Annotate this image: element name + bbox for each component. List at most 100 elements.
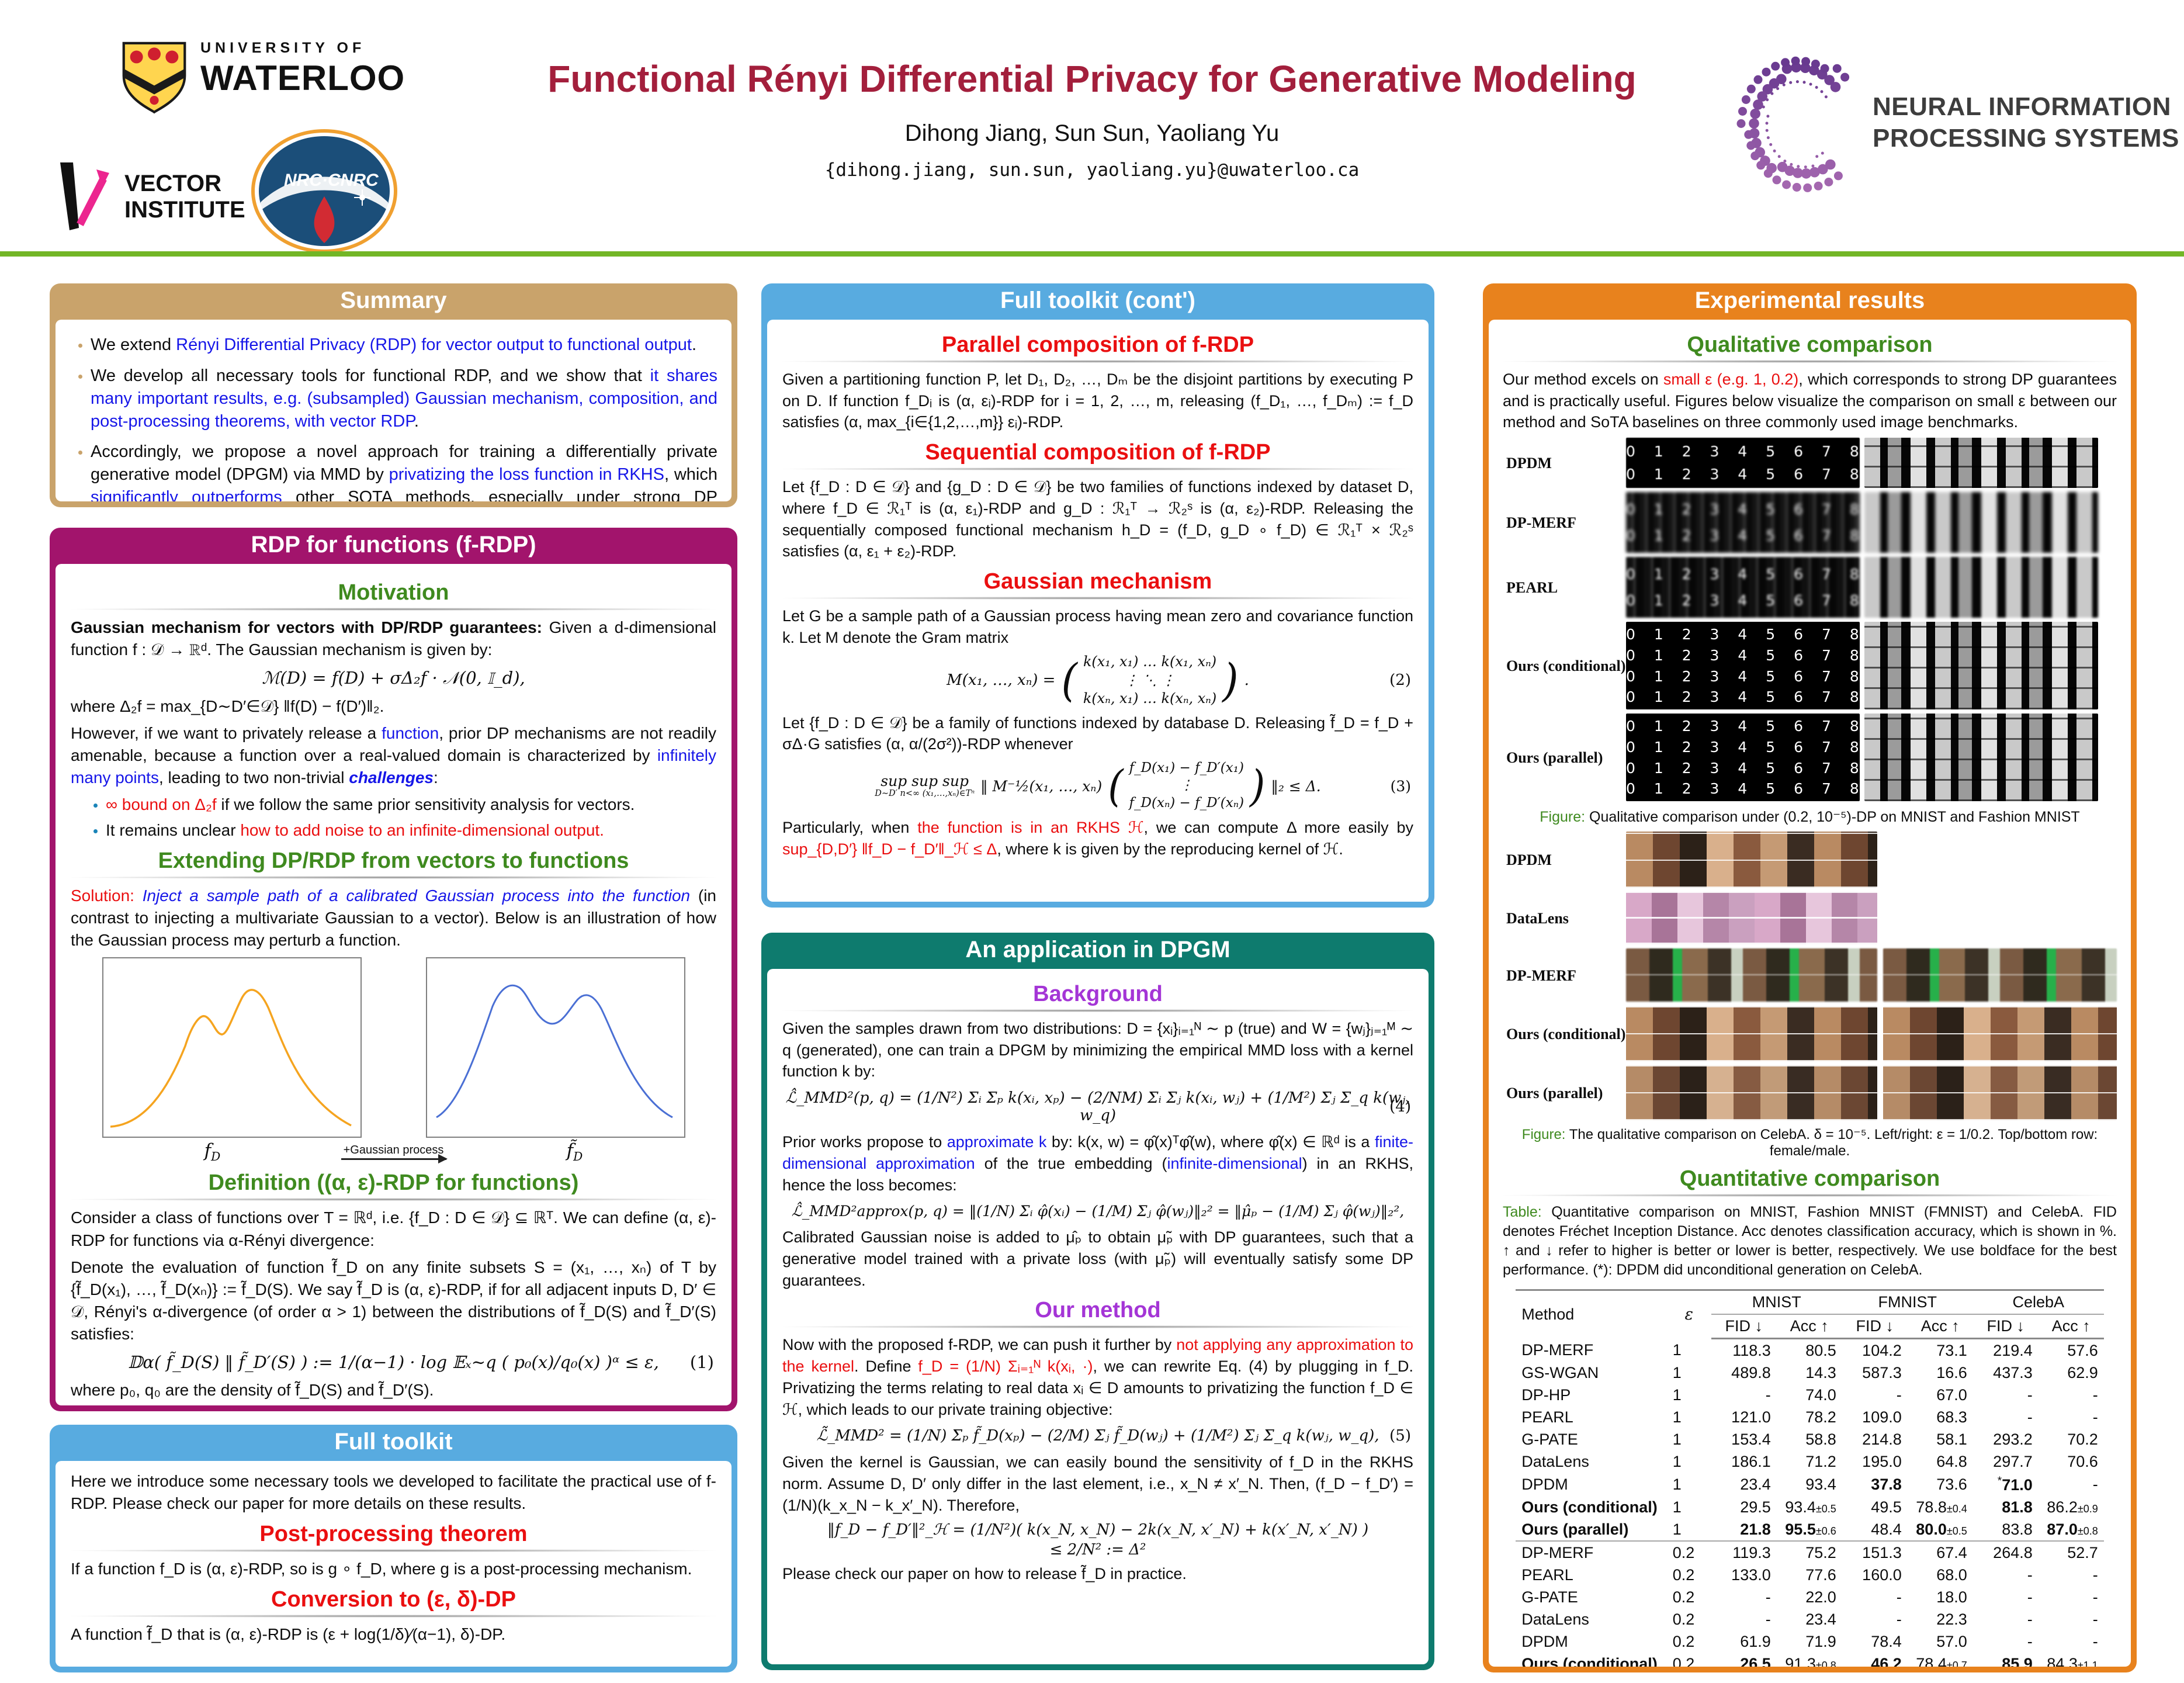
figure-row-label: PEARL bbox=[1506, 579, 1558, 596]
toolkit-intro: Here we introduce some necessary tools w… bbox=[71, 1472, 716, 1513]
toolkit-cont-content: Parallel composition of f-RDP Given a pa… bbox=[767, 320, 1429, 902]
poster-authors: Dihong Jiang, Sun Sun, Yaoliang Yu bbox=[904, 120, 1280, 146]
renyi-divergence-equation: 𝔻α( f̃_D(S) ‖ f̃_D′(S) ) := 1/(α−1) · lo… bbox=[128, 1352, 714, 1372]
summary-item: We extend Rényi Differential Privacy (RD… bbox=[91, 334, 717, 356]
toolkit-header: Full toolkit bbox=[334, 1428, 453, 1455]
gp-arrow-label: +Gaussian process bbox=[343, 1144, 444, 1157]
sensitivity-text: Given the kernel is Gaussian, we can eas… bbox=[782, 1453, 1413, 1514]
fd-panel bbox=[102, 957, 362, 1138]
celeba-panel bbox=[1883, 948, 2117, 1003]
experimental-box: Experimental results Qualitative compari… bbox=[1483, 283, 2137, 1672]
nrc-logo: NRC·CNRC bbox=[250, 127, 399, 258]
right-paren: ) bbox=[1250, 760, 1266, 811]
section-rule bbox=[782, 1325, 1413, 1329]
uw-line1: UNIVERSITY OF bbox=[200, 40, 366, 56]
motivation-paragraph: Gaussian mechanism for vectors with DP/R… bbox=[71, 618, 717, 659]
figure-row: Ours (conditional) bbox=[1503, 1006, 2117, 1062]
mnist-panel: 0 1 2 3 4 5 6 7 8 90 1 2 3 4 5 6 7 8 9 bbox=[1626, 557, 1860, 618]
nrc-logo-icon: NRC·CNRC bbox=[251, 129, 397, 253]
frdp-header: RDP for functions (f-RDP) bbox=[251, 531, 536, 557]
figure-row-label: DP-MERF bbox=[1506, 967, 1576, 984]
frdp-content: Motivation Gaussian mechanism for vector… bbox=[56, 564, 732, 1405]
celeba-figure: DPDM DataLens DP-MERF Ours (conditional) bbox=[1503, 832, 2117, 1159]
dpgm-content: Background Given the samples drawn from … bbox=[767, 969, 1429, 1664]
figure-row: DP-MERF bbox=[1503, 948, 2117, 1003]
fdtilde-panel bbox=[425, 957, 685, 1138]
summary-item: Accordingly, we propose a novel approach… bbox=[91, 441, 717, 501]
vector-line1: VECTOR bbox=[124, 171, 221, 197]
parallel-title: Parallel composition of f-RDP bbox=[941, 333, 1254, 357]
rkhs-note: Particularly, when the function is in an… bbox=[782, 818, 1413, 858]
celeba-panel bbox=[1626, 832, 1877, 888]
vector-line2: INSTITUTE bbox=[124, 197, 245, 223]
density-note: where p₀, q₀ are the density of f̃_D(S) … bbox=[71, 1380, 434, 1399]
neurips-logo-text: NEURAL INFORMATION PROCESSING SYSTEMS bbox=[1873, 91, 2179, 154]
neurips-swirl-icon bbox=[1736, 56, 1850, 192]
title-block: Functional Rényi Differential Privacy fo… bbox=[479, 57, 1705, 181]
sensitivity-bound-equation: ‖f_D − f_D′‖²_ℋ = (1/N²)( k(x_N, x_N) − … bbox=[827, 1521, 1369, 1539]
mnist-panel: 0 1 2 3 4 5 6 7 8 90 1 2 3 4 5 6 7 8 90 … bbox=[1626, 714, 1860, 802]
figure-row: PEARL 0 1 2 3 4 5 6 7 8 90 1 2 3 4 5 6 7… bbox=[1503, 557, 2117, 618]
mnist-panel: 0 1 2 3 4 5 6 7 8 90 1 2 3 4 5 6 7 8 9 bbox=[1626, 438, 1860, 489]
neurips-line1: NEURAL INFORMATION bbox=[1873, 92, 2171, 122]
experimental-header: Experimental results bbox=[1694, 287, 1925, 313]
fmnist-panel bbox=[1864, 438, 2098, 489]
qualitative-text: Our method excels on small ε (e.g. 1, 0.… bbox=[1503, 370, 2117, 431]
celeba-panel bbox=[1883, 1006, 2117, 1062]
gp-figure bbox=[71, 957, 716, 1138]
quantitative-title: Quantitative comparison bbox=[1679, 1166, 1940, 1192]
sequential-text: Let {f_D : D ∈ 𝒟} and {g_D : D ∈ 𝒟} be t… bbox=[782, 478, 1413, 560]
background-title: Background bbox=[1033, 982, 1163, 1006]
results-table: Method ε MNIST FMNIST CelebA FID ↓ Acc ↑ FID ↓ A… bbox=[1516, 1289, 2104, 1667]
toolkit-cont-box: Full toolkit (cont') Parallel compositio… bbox=[761, 283, 1434, 908]
section-rule bbox=[782, 597, 1413, 600]
conversion-text: A function f̃_D that is (α, ε)-RDP is (ε… bbox=[71, 1625, 506, 1644]
section-rule bbox=[71, 608, 716, 611]
green-divider bbox=[0, 251, 2184, 257]
vector-logo-text: VECTOR INSTITUTE bbox=[124, 171, 245, 223]
vector-logo-icon bbox=[60, 162, 109, 230]
mnist-panel: 0 1 2 3 4 5 6 7 8 90 1 2 3 4 5 6 7 8 9 bbox=[1626, 492, 1860, 553]
figure-row-label: Ours (conditional) bbox=[1506, 1025, 1626, 1043]
fdtilde-curve bbox=[435, 985, 673, 1118]
mnist-figure: DPDM 0 1 2 3 4 5 6 7 8 90 1 2 3 4 5 6 7 … bbox=[1503, 438, 2117, 826]
toolkit-content: Here we introduce some necessary tools w… bbox=[56, 1461, 732, 1667]
fmnist-panel bbox=[1864, 557, 2098, 618]
sensitivity-line: where Δ₂f = max_{D∼D′∈𝒟} ‖f(D) − f(D′)‖₂… bbox=[71, 697, 384, 716]
figure-row: Ours (parallel) bbox=[1503, 1065, 2117, 1121]
summary-list: We extend Rényi Differential Privacy (RD… bbox=[91, 334, 717, 501]
celeba-panel bbox=[1626, 1006, 1877, 1062]
challenge-item: It remains unclear how to add noise to a… bbox=[106, 819, 716, 842]
left-paren: ( bbox=[1061, 653, 1077, 707]
section-rule bbox=[782, 360, 1413, 363]
gp-arrow: +Gaussian process bbox=[341, 1144, 448, 1164]
summary-header: Summary bbox=[340, 287, 447, 313]
dpgm-header: An application in DPGM bbox=[965, 936, 1230, 962]
section-rule bbox=[71, 1198, 716, 1201]
definition-paragraph: Denote the evaluation of function f̃_D o… bbox=[71, 1258, 716, 1343]
nrc-logo-text: NRC·CNRC bbox=[284, 171, 379, 190]
celeba-panel bbox=[1883, 1065, 2117, 1121]
experimental-content: Qualitative comparison Our method excels… bbox=[1489, 320, 2131, 1667]
neurips-line2: PROCESSING SYSTEMS bbox=[1873, 124, 2179, 153]
gp-figure-labels: fD +Gaussian process f̃D bbox=[71, 1140, 716, 1163]
gaussian-mechanism-equation: ℳ(D) = f(D) + σΔ₂f · 𝒩(0, 𝕀_d), bbox=[262, 668, 525, 688]
celeba-panel bbox=[1626, 1065, 1877, 1121]
noise-text: Calibrated Gaussian noise is added to μ̂… bbox=[782, 1228, 1413, 1289]
celeba-panel bbox=[1626, 948, 1877, 1003]
section-rule bbox=[71, 1615, 716, 1618]
left-paren: ( bbox=[1108, 760, 1124, 811]
figure-row: DPDM 0 1 2 3 4 5 6 7 8 90 1 2 3 4 5 6 7 … bbox=[1503, 438, 2117, 489]
celeba-panel bbox=[1626, 892, 1877, 945]
fmnist-panel bbox=[1864, 622, 2098, 710]
figure-row: DP-MERF 0 1 2 3 4 5 6 7 8 90 1 2 3 4 5 6… bbox=[1503, 492, 2117, 553]
poster-title: Functional Rényi Differential Privacy fo… bbox=[547, 58, 1637, 100]
figure-row-label: DataLens bbox=[1506, 909, 1569, 927]
section-rule bbox=[782, 468, 1413, 471]
challenges-list: ∞ bound on Δ₂f if we follow the same pri… bbox=[106, 794, 716, 842]
definition-paragraph: Consider a class of functions over T = ℝ… bbox=[71, 1208, 716, 1249]
gaussmech-text: Let G be a sample path of a Gaussian pro… bbox=[782, 607, 1413, 646]
toolkit-box: Full toolkit Here we introduce some nece… bbox=[50, 1425, 737, 1672]
mmd-loss-equation: ℒ̂_MMD²(p, q) = (1/N²) Σᵢ Σₚ k(xᵢ, xₚ) −… bbox=[785, 1089, 1411, 1125]
